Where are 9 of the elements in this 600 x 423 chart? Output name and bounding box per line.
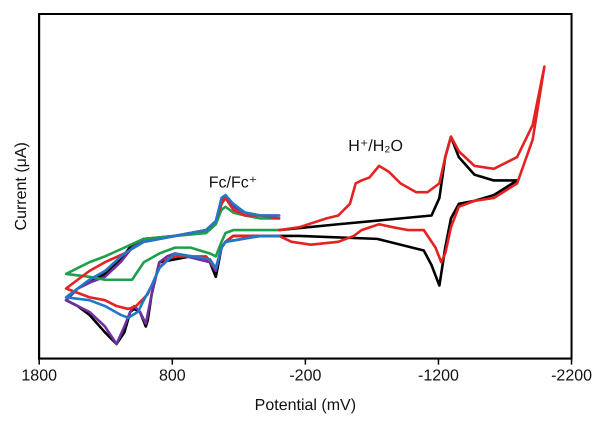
x-tick-label: -200 xyxy=(289,368,322,385)
x-tick-label: -2200 xyxy=(551,368,592,385)
y-axis-title: Current (μA) xyxy=(13,142,30,230)
x-tick-label: -1200 xyxy=(418,368,460,385)
x-axis-title: Potential (mV) xyxy=(254,396,356,414)
annotation: Fc/Fc⁺ xyxy=(208,174,258,192)
annotation: H⁺/H₂O xyxy=(348,138,403,156)
x-tick-label: 1800 xyxy=(21,368,58,385)
x-tick-label: 800 xyxy=(158,368,186,385)
